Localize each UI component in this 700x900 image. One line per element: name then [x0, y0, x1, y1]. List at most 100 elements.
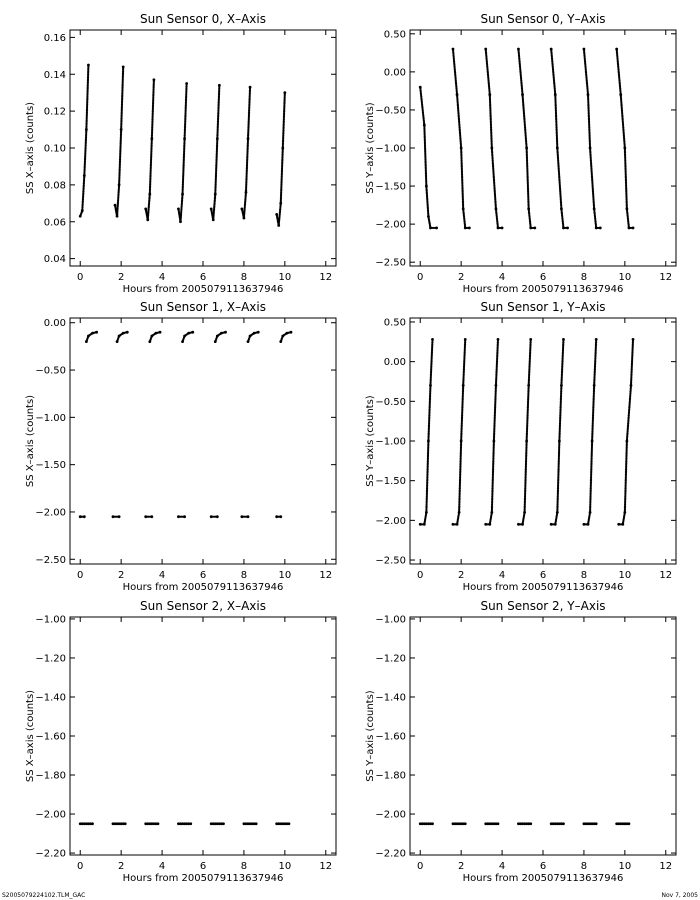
data-point	[517, 51, 520, 54]
data-point	[247, 111, 251, 114]
data-point	[494, 196, 497, 200]
data-point	[427, 428, 430, 431]
data-point	[463, 358, 466, 362]
data-point	[525, 444, 528, 447]
data-point	[522, 112, 526, 115]
data-point	[184, 117, 187, 120]
data-point	[245, 173, 248, 177]
data-point	[493, 430, 496, 433]
data-point	[487, 76, 490, 79]
data-point	[120, 125, 123, 128]
data-point	[621, 117, 624, 120]
data-point	[186, 332, 189, 335]
data-point	[528, 355, 532, 358]
data-point	[245, 181, 248, 184]
data-point	[84, 134, 88, 138]
data-point	[555, 120, 558, 123]
data-point	[427, 441, 430, 444]
data-point	[495, 371, 498, 374]
data-point	[116, 515, 119, 518]
data-point	[419, 92, 423, 95]
data-point	[624, 181, 628, 184]
data-point	[117, 193, 120, 196]
data-point	[627, 416, 630, 419]
data-point	[592, 404, 595, 408]
data-point	[458, 503, 461, 506]
data-point	[281, 145, 284, 148]
data-point	[561, 220, 564, 223]
data-point	[527, 381, 530, 384]
data-point	[485, 60, 488, 63]
y-tick-label: −1.60	[35, 732, 66, 743]
data-point	[457, 110, 460, 114]
data-point	[594, 362, 597, 365]
data-point	[119, 145, 122, 149]
data-point	[459, 471, 462, 474]
data-point	[429, 379, 432, 382]
data-point	[178, 515, 182, 518]
data-point	[151, 120, 154, 123]
data-point	[182, 175, 185, 178]
data-point	[625, 189, 628, 192]
data-point	[461, 397, 464, 400]
data-point	[556, 492, 559, 495]
data-point	[246, 148, 249, 151]
data-point	[588, 135, 591, 139]
data-point	[493, 417, 496, 420]
data-point	[486, 71, 489, 74]
data-point	[246, 150, 249, 153]
data-point	[616, 58, 619, 62]
data-point	[627, 225, 630, 228]
data-point	[489, 106, 492, 109]
data-point	[282, 118, 285, 121]
data-point	[625, 187, 628, 190]
data-point	[431, 339, 434, 343]
data-point	[461, 184, 464, 187]
data-point	[461, 203, 465, 206]
data-point	[517, 54, 521, 57]
data-point	[495, 360, 499, 363]
data-point	[215, 161, 218, 164]
data-point	[529, 344, 532, 347]
data-point	[591, 187, 594, 190]
data-point	[557, 457, 560, 460]
data-point	[247, 129, 250, 133]
data-point	[456, 103, 459, 106]
data-point	[81, 196, 85, 200]
data-point	[282, 121, 285, 124]
data-point	[621, 120, 624, 123]
data-point	[431, 343, 434, 346]
data-point	[459, 139, 462, 142]
y-tick-label: −2.00	[375, 220, 406, 231]
data-point	[527, 199, 530, 203]
data-series	[418, 338, 635, 526]
data-point	[118, 174, 121, 177]
data-point	[492, 458, 495, 462]
data-point	[84, 149, 87, 152]
data-point	[150, 132, 154, 136]
data-point	[589, 484, 592, 487]
data-point	[527, 385, 530, 389]
data-point	[82, 193, 85, 196]
data-point	[459, 135, 462, 139]
data-point	[493, 412, 496, 416]
data-point	[423, 136, 426, 139]
data-point	[459, 444, 463, 447]
data-point	[460, 173, 464, 176]
data-point	[120, 112, 123, 115]
data-point	[591, 182, 594, 186]
data-point	[430, 366, 433, 370]
data-point	[622, 126, 625, 129]
data-point	[623, 506, 627, 509]
data-point	[463, 360, 466, 363]
data-point	[216, 123, 219, 126]
data-point	[183, 147, 186, 150]
data-point	[528, 215, 531, 218]
data-point	[522, 106, 525, 109]
data-point	[559, 417, 562, 420]
data-point	[556, 484, 560, 487]
data-point	[527, 398, 530, 401]
data-point	[561, 357, 564, 360]
data-point	[594, 351, 597, 354]
data-point	[557, 477, 560, 481]
